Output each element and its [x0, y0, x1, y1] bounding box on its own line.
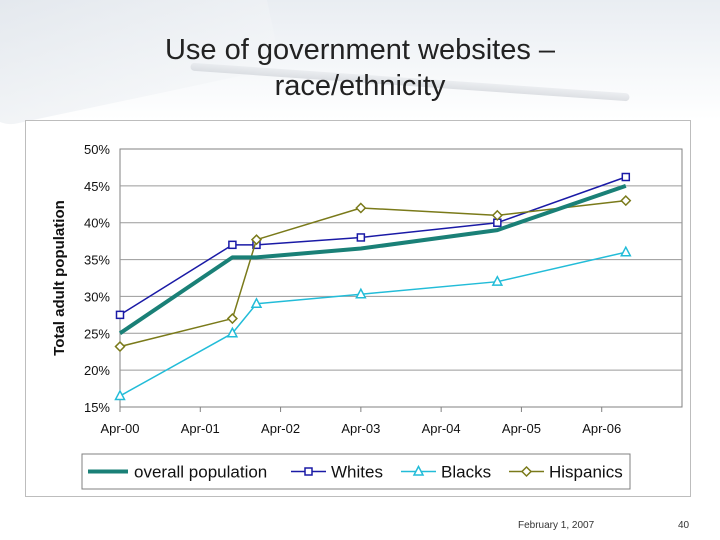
series-line-blacks [119, 251, 626, 397]
data-point-whites [115, 310, 125, 320]
slide-title-line-2: race/ethnicity [274, 70, 446, 102]
x-tick-label: Apr-04 [422, 421, 461, 436]
series-line-whites [119, 176, 627, 316]
data-point-blacks [250, 297, 263, 309]
legend-marker-whites [304, 467, 313, 476]
data-point-blacks [355, 287, 367, 299]
data-point-hispanics [620, 195, 632, 207]
data-point-whites [228, 240, 237, 250]
x-tick-label: Apr-01 [181, 421, 220, 436]
y-tick-label: 35% [84, 253, 110, 268]
legend-marker-hispanics [520, 465, 533, 478]
data-point-blacks [114, 389, 126, 401]
plot-area [119, 148, 683, 408]
slide-title: Use of government websites – race/ethnic… [60, 32, 660, 104]
y-tick-label: 50% [84, 142, 110, 157]
legend-label-whites: Whites [331, 463, 383, 482]
legend-label-overall-population: overall population [134, 463, 267, 482]
series-line-overall-population [118, 183, 627, 335]
data-point-hispanics [226, 312, 238, 325]
legend-label-hispanics: Hispanics [549, 463, 623, 482]
data-point-hispanics [250, 234, 263, 246]
line-chart: 15% 20% 25% 30% 35% 40% 45% 50% Apr-00 Apr-01 Apr-… [51, 142, 683, 490]
slide-title-line-1: Use of government websites – [164, 34, 556, 66]
data-point-blacks [491, 275, 504, 286]
data-point-whites [356, 233, 366, 242]
data-point-whites [621, 172, 631, 182]
data-point-hispanics [355, 202, 367, 214]
data-point-blacks [620, 245, 632, 257]
x-tick-label: Apr-02 [261, 421, 300, 436]
chart-frame: 15% 20% 25% 30% 35% 40% 45% 50% Apr-00 Apr-01 Apr-… [25, 120, 691, 497]
footer-date: February 1, 2007 [518, 520, 595, 531]
y-tick-label: 20% [84, 363, 110, 378]
y-tick-label: 45% [84, 179, 110, 194]
y-tick-label: 30% [84, 289, 110, 304]
data-point-blacks [226, 326, 239, 338]
data-point-hispanics [491, 209, 503, 221]
y-tick-label: 40% [84, 216, 110, 231]
x-tick-label: Apr-05 [502, 421, 541, 436]
legend-label-blacks: Blacks [441, 463, 491, 482]
y-tick-label: 25% [84, 326, 110, 341]
x-tick-label: Apr-00 [100, 421, 139, 436]
legend-marker-blacks [412, 464, 425, 476]
x-tick-label: Apr-03 [341, 421, 380, 436]
y-tick-label: 15% [84, 400, 110, 415]
data-point-hispanics [114, 340, 126, 353]
x-tick-label: Apr-06 [582, 421, 621, 436]
page-number: 40 [678, 520, 690, 531]
y-axis-label: Total adult population [51, 200, 68, 356]
series-line-hispanics [119, 199, 626, 348]
